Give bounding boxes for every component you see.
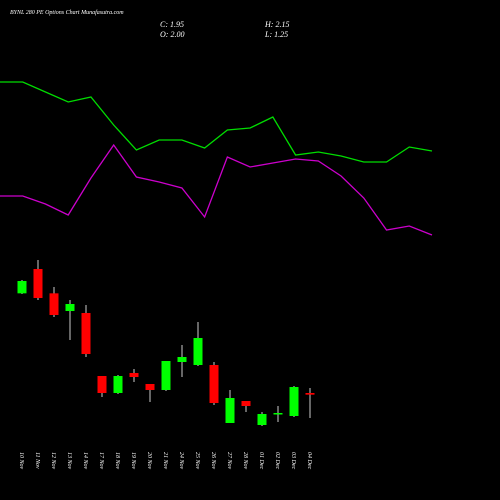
x-tick-label: 18 Nov	[114, 452, 120, 470]
candle-body	[273, 413, 283, 415]
candle-body	[65, 304, 75, 311]
candle-body	[241, 401, 251, 406]
x-tick-label: 12 Nov	[50, 452, 56, 470]
x-tick-label: 20 Nov	[146, 452, 152, 470]
x-tick-label: 14 Nov	[82, 452, 89, 470]
x-tick-label: 25 Nov	[194, 452, 200, 470]
open-info: O: 2.00	[160, 30, 184, 39]
low-info: L: 1.25	[264, 30, 288, 39]
candle-body	[193, 338, 203, 365]
candle-body	[289, 387, 299, 416]
close-info: C: 1.95	[160, 20, 184, 29]
x-tick-label: 19 Nov	[130, 452, 136, 470]
candle-body	[97, 376, 107, 393]
candle-body	[225, 398, 235, 423]
x-tick-label: 11 Nov	[34, 452, 40, 469]
candle-body	[33, 269, 43, 298]
x-tick-label: 01 Dec	[258, 452, 264, 469]
x-tick-label: 13 Nov	[66, 452, 72, 470]
candle-body	[177, 357, 187, 362]
x-tick-label: 03 Dec	[290, 452, 296, 469]
high-info: H: 2.15	[264, 20, 289, 29]
candle-body	[161, 361, 171, 390]
candle-body	[257, 414, 267, 425]
x-tick-label: 21 Nov	[162, 452, 168, 470]
x-tick-label: 24 Nov	[178, 452, 185, 470]
candle-body	[81, 313, 91, 354]
candle-body	[17, 281, 27, 294]
candle-body	[305, 393, 315, 395]
x-tick-label: 02 Dec	[274, 452, 280, 469]
indicator-line	[0, 81, 433, 163]
indicator-line	[0, 143, 433, 236]
candle-body	[145, 384, 155, 390]
x-tick-label: 17 Nov	[98, 452, 104, 470]
x-tick-label: 10 Nov	[18, 452, 24, 470]
chart-title: BYNL 280 PE Options Chart Munafasutra.co…	[10, 9, 124, 16]
x-tick-label: 27 Nov	[226, 452, 232, 470]
x-tick-label: 28 Nov	[242, 452, 248, 470]
x-tick-label: 04 Dec	[306, 452, 313, 469]
x-tick-label: 26 Nov	[210, 452, 216, 470]
candle-body	[49, 293, 59, 315]
candle-body	[209, 365, 219, 403]
candle-body	[113, 376, 123, 393]
candle-body	[129, 373, 139, 377]
